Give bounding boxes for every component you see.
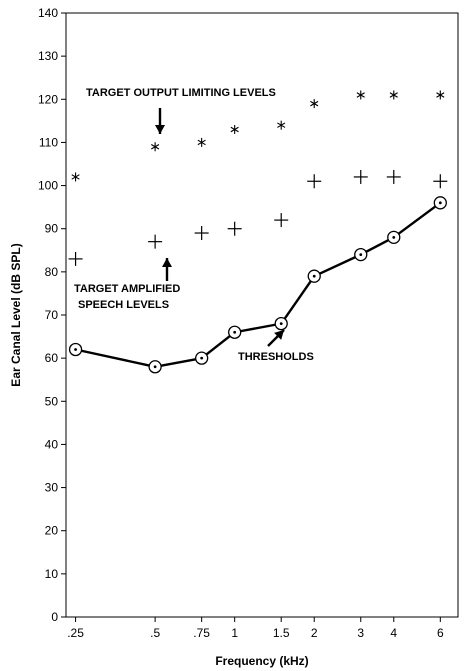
asterisk-stroke — [197, 139, 206, 146]
threshold-dot — [312, 274, 316, 278]
x-tick-label: 4 — [390, 626, 397, 640]
asterisk-point — [436, 90, 445, 100]
asterisk-stroke — [71, 174, 80, 180]
y-tick-label: 10 — [45, 567, 59, 581]
annotation-text: SPEECH LEVELS — [78, 299, 169, 311]
series-circle-dot — [68, 196, 447, 374]
x-tick-label: .75 — [193, 626, 210, 640]
threshold-dot — [200, 356, 204, 360]
annotation: TARGET OUTPUT LIMITING LEVELS — [86, 87, 276, 134]
threshold-dot — [233, 330, 237, 334]
asterisk-point — [197, 137, 206, 147]
y-tick-label: 60 — [45, 351, 59, 365]
y-tick-label: 110 — [39, 135, 58, 149]
annotation-arrow-head — [155, 125, 165, 134]
threshold-point — [148, 360, 162, 374]
annotation-layer: TARGET OUTPUT LIMITING LEVELS TARGET AMPL… — [74, 87, 314, 363]
threshold-point — [68, 342, 83, 357]
y-tick-label: 140 — [38, 6, 58, 20]
asterisk-stroke — [389, 92, 398, 98]
annotation-text: TARGET AMPLIFIED — [74, 283, 180, 295]
asterisk-stroke — [277, 122, 286, 128]
threshold-dot — [279, 322, 283, 326]
asterisk-stroke — [310, 100, 319, 107]
annotation-text: THRESHOLDS — [238, 351, 314, 363]
asterisk-point — [356, 90, 365, 100]
threshold-dot — [359, 253, 363, 256]
x-tick-label: 3 — [357, 626, 364, 640]
annotation-arrow-head — [274, 330, 284, 340]
threshold-point — [433, 196, 447, 210]
series-asterisk — [71, 90, 445, 182]
series-layer — [68, 90, 448, 374]
plus-point — [148, 234, 163, 249]
x-axis-ticks: .25 .5 .75 1 1.5 2 3 4 6 — [67, 617, 444, 640]
y-tick-label: 30 — [45, 481, 59, 495]
y-axis-ticks: 0 10 20 30 40 50 60 70 80 90 100 110 120 130 140 — [38, 6, 66, 624]
plus-point — [227, 221, 242, 236]
asterisk-point — [389, 90, 398, 100]
asterisk-point — [230, 124, 239, 134]
plus-point — [386, 169, 401, 184]
x-tick-label: 2 — [311, 626, 318, 640]
x-tick-label: .25 — [67, 626, 84, 640]
annotation: TARGET AMPLIFIED SPEECH LEVELS — [74, 258, 180, 311]
threshold-dot — [153, 365, 157, 369]
x-axis-title: Frequency (kHz) — [215, 654, 308, 668]
threshold-point — [307, 269, 321, 283]
y-tick-label: 130 — [38, 49, 58, 63]
threshold-point — [274, 316, 288, 331]
y-tick-label: 40 — [45, 437, 59, 451]
y-tick-label: 20 — [45, 524, 59, 538]
threshold-dot — [74, 348, 77, 351]
asterisk-stroke — [230, 126, 239, 133]
annotation: THRESHOLDS — [238, 329, 314, 363]
y-tick-label: 120 — [38, 92, 58, 106]
asterisk-point — [310, 99, 319, 109]
y-tick-label: 80 — [45, 265, 59, 279]
plus-point — [353, 169, 368, 184]
threshold-point — [387, 230, 401, 244]
x-tick-label: .5 — [150, 626, 160, 640]
asterisk-point — [71, 172, 80, 182]
threshold-point — [228, 325, 242, 339]
y-tick-label: 100 — [38, 179, 58, 193]
threshold-dot — [438, 201, 442, 205]
annotation-arrow-head — [162, 258, 172, 267]
threshold-point — [195, 351, 209, 365]
asterisk-stroke — [356, 92, 365, 98]
y-tick-label: 50 — [45, 394, 59, 408]
y-tick-label: 70 — [45, 308, 59, 322]
asterisk-stroke — [436, 92, 445, 98]
series-plus — [68, 169, 448, 266]
plus-point — [433, 174, 448, 189]
asterisk-point — [277, 120, 286, 130]
plus-point — [68, 251, 83, 266]
x-tick-label: 1 — [231, 626, 238, 640]
threshold-dot — [392, 235, 396, 239]
plus-point — [194, 226, 209, 241]
plus-point — [274, 213, 289, 228]
threshold-point — [354, 247, 368, 262]
plot-frame — [65, 12, 459, 618]
y-axis-title: Ear Canal Level (dB SPL) — [9, 243, 23, 386]
annotation-text: TARGET OUTPUT LIMITING LEVELS — [86, 87, 276, 99]
asterisk-stroke — [151, 144, 160, 150]
x-tick-label: 6 — [437, 626, 444, 640]
plus-point — [307, 174, 322, 189]
y-tick-label: 0 — [51, 610, 58, 624]
x-tick-label: 1.5 — [273, 626, 290, 640]
y-tick-label: 90 — [45, 222, 59, 236]
asterisk-point — [151, 142, 160, 152]
